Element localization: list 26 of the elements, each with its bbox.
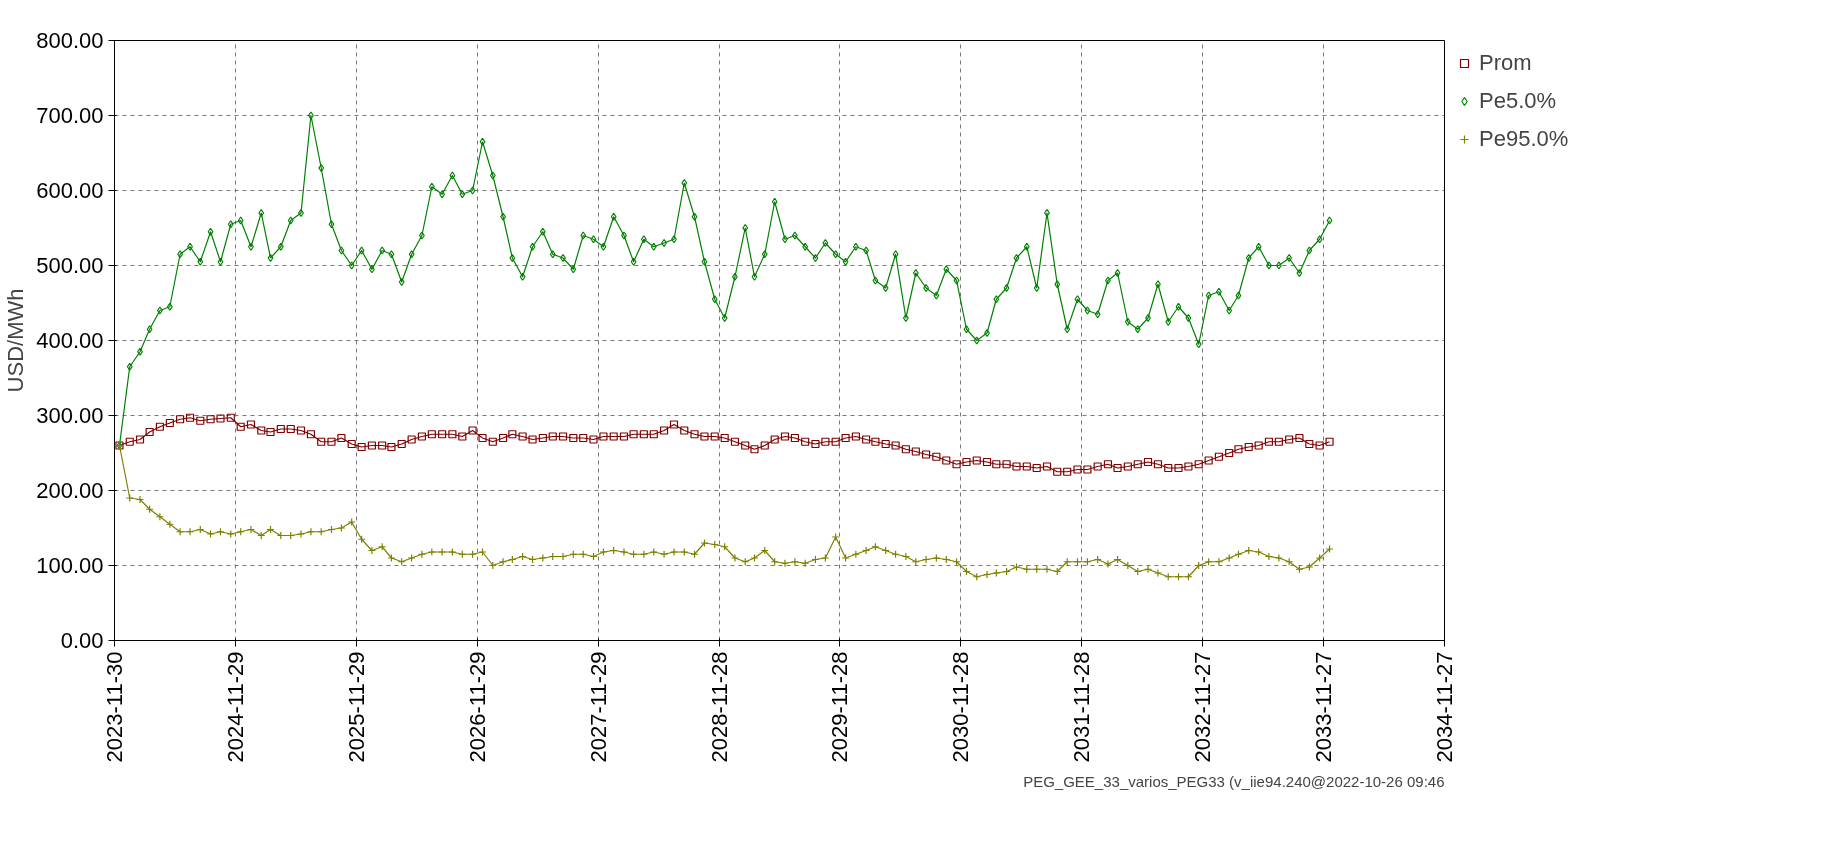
y-tick-label: 200.00	[36, 478, 104, 503]
y-tick-label: 800.00	[36, 28, 104, 53]
legend-label: Pe95.0%	[1479, 126, 1569, 152]
x-tick-label: 2033-11-27	[1311, 651, 1337, 763]
legend-label: Prom	[1479, 50, 1532, 76]
x-tick-label: 2024-11-29	[222, 651, 248, 763]
x-tick-label: 2034-11-27	[1432, 651, 1457, 763]
x-tick-label: 2027-11-29	[585, 651, 611, 763]
y-tick-label: 400.00	[36, 328, 104, 353]
x-tick-label: 2029-11-28	[827, 651, 853, 763]
y-tick-label: 300.00	[36, 403, 104, 428]
x-tick-label: 2031-11-28	[1069, 651, 1095, 763]
text: PEG_GEE_33_varios_PEG33 (v_iie94.240@2022-10-26 09:46	[1023, 772, 1445, 790]
y-tick-label: 600.00	[36, 178, 104, 203]
x-tick-label: 2032-11-27	[1190, 651, 1216, 763]
x-tick-label: 2030-11-28	[948, 651, 974, 763]
y-tick-label: 100.00	[36, 553, 104, 578]
x-tick-label: 2028-11-28	[706, 651, 732, 763]
y-tick-label: 700.00	[36, 103, 104, 128]
y-tick-label: 500.00	[36, 253, 104, 278]
legend-label: Pe5.0%	[1479, 88, 1557, 114]
y-axis-title: USD/MWh	[3, 288, 29, 393]
x-tick-label: 2023-11-30	[102, 651, 127, 763]
y-tick-label: 0.00	[60, 628, 104, 653]
x-tick-label: 2026-11-29	[464, 651, 490, 763]
x-tick-label: 2025-11-29	[343, 651, 369, 763]
